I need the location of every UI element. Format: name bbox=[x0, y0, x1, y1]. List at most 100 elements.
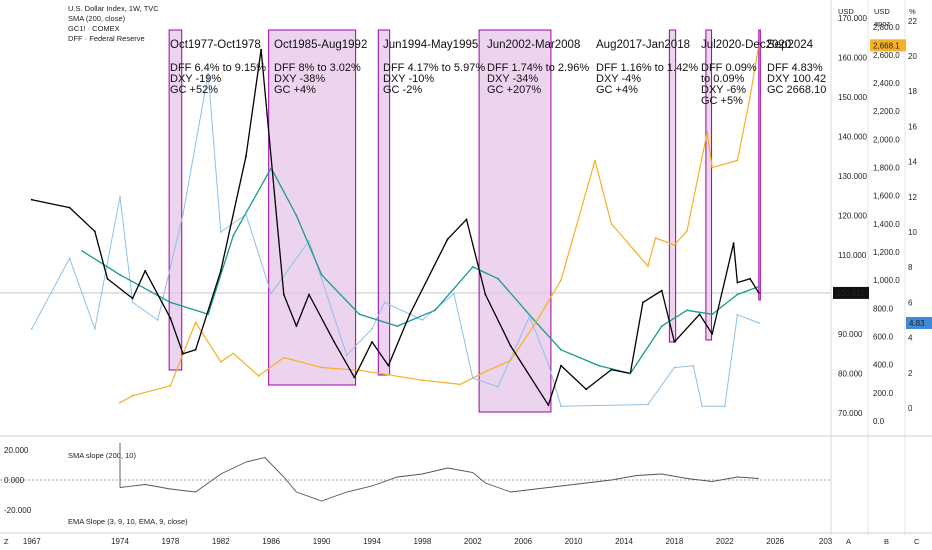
series-point bbox=[594, 159, 596, 162]
legend-line-gold: GC1! · COMEX bbox=[68, 24, 120, 33]
series-point bbox=[642, 301, 644, 304]
annotation-line: GC 2668.10 bbox=[767, 84, 826, 96]
series-point bbox=[144, 269, 147, 272]
annotation-line: GC -2% bbox=[383, 84, 422, 96]
series-point bbox=[497, 385, 499, 388]
legend-line-sma: SMA (200, close) bbox=[68, 14, 126, 23]
annotation-line: DXY -19% bbox=[170, 73, 221, 85]
legend: U.S. Dollar Index, 1W, TVC SMA (200, clo… bbox=[68, 4, 159, 44]
sub-chart-footer: EMA Slope (3, 9, 10, EMA, 9, close) bbox=[68, 517, 188, 526]
x-tick-label: 203 bbox=[819, 537, 833, 546]
series-point bbox=[131, 297, 134, 300]
dff-tick-label: 8 bbox=[908, 263, 913, 272]
series-point bbox=[30, 198, 33, 201]
annotation-title: Oct1985-Aug1992 bbox=[274, 39, 367, 51]
series-point bbox=[453, 292, 455, 295]
series-point bbox=[509, 344, 512, 347]
sub-chart-title: SMA slope (200, 10) bbox=[68, 451, 136, 460]
x-tick-label: 1990 bbox=[313, 537, 331, 546]
series-point bbox=[471, 265, 474, 268]
series-point bbox=[706, 131, 709, 134]
series-point bbox=[219, 269, 222, 272]
series-point bbox=[673, 244, 676, 246]
dxy-tick-label: 140.000 bbox=[838, 133, 867, 142]
series-point bbox=[396, 325, 399, 327]
series-point bbox=[701, 405, 704, 408]
axis-header-usd: USD bbox=[838, 7, 854, 16]
gold-tick-label: 600.0 bbox=[873, 333, 894, 342]
dff-tick-label: 2 bbox=[908, 369, 913, 378]
series-point bbox=[358, 369, 361, 372]
gold-tick-label: 200.0 bbox=[873, 389, 894, 398]
axis-header-percent: % bbox=[909, 7, 916, 16]
series-point bbox=[534, 321, 537, 324]
x-tick-label: 2006 bbox=[514, 537, 532, 546]
range-box bbox=[668, 29, 677, 343]
annotation-line: DFF 4.83% bbox=[767, 62, 823, 74]
dxy-tick-label: 70.000 bbox=[838, 409, 863, 418]
gold-last-badge-bg bbox=[870, 39, 906, 52]
annotation-line: DFF 0.09% bbox=[701, 62, 757, 74]
series-point bbox=[353, 376, 356, 379]
dxy-tick-label: 110.000 bbox=[838, 251, 867, 260]
annotation-line: DFF 6.4% to 9.15% bbox=[170, 62, 266, 74]
range-box bbox=[758, 29, 761, 301]
series-point bbox=[660, 325, 663, 327]
series-point bbox=[698, 313, 701, 316]
series-point bbox=[647, 403, 649, 406]
gold-last-badge: 2,668.1 bbox=[873, 41, 900, 50]
x-tick-label: 2018 bbox=[666, 537, 684, 546]
series-point bbox=[660, 289, 663, 292]
sma-line bbox=[81, 167, 760, 375]
x-tick-label: 1998 bbox=[414, 537, 432, 546]
dxy-tick-label: 80.000 bbox=[838, 370, 863, 379]
series-point bbox=[757, 292, 760, 294]
gold-tick-label: 0.0 bbox=[873, 417, 885, 426]
series-point bbox=[736, 313, 739, 316]
series-point bbox=[732, 242, 735, 245]
series-point bbox=[30, 327, 33, 330]
series-point bbox=[711, 333, 714, 335]
series-point bbox=[81, 250, 84, 252]
dff-tick-label: 16 bbox=[908, 122, 917, 131]
series-point bbox=[560, 364, 562, 367]
gold-tick-label: 2,800.0 bbox=[873, 23, 900, 32]
annotation-line: DXY -6% bbox=[701, 84, 746, 96]
series-point bbox=[686, 230, 688, 232]
dxy-tick-label: 170.000 bbox=[838, 14, 867, 23]
annotation-line: GC +207% bbox=[487, 84, 541, 96]
series-point bbox=[270, 167, 273, 170]
series-point bbox=[194, 321, 197, 324]
series-point bbox=[497, 277, 499, 280]
dxy-last-badge: 100.417 bbox=[836, 289, 865, 298]
legend-line-dff: DFF · Federal Reserve bbox=[68, 34, 145, 43]
dxy-tick-label: 160.000 bbox=[838, 54, 867, 63]
series-point bbox=[723, 405, 726, 408]
annotation-line: to 0.09% bbox=[701, 73, 745, 85]
gold-tick-label: 2,600.0 bbox=[873, 51, 900, 60]
annotation-title: Jun1994-May1995 bbox=[383, 39, 478, 51]
dff-tick-label: 12 bbox=[908, 193, 917, 202]
series-point bbox=[736, 293, 739, 296]
annotation-texts: Oct1977-Oct1978 DFF 6.4% to 9.15%DXY -19%… bbox=[170, 39, 826, 107]
sma-slope-line bbox=[119, 457, 759, 502]
series-point bbox=[131, 394, 134, 397]
series-point bbox=[106, 277, 109, 280]
series-point bbox=[282, 293, 285, 296]
series-point bbox=[182, 213, 184, 216]
annotation-line: GC +4% bbox=[274, 84, 316, 96]
series-point bbox=[547, 363, 550, 365]
series-point bbox=[484, 370, 487, 373]
sub-tick-label: 0.000 bbox=[4, 476, 25, 485]
gold-tick-label: 400.0 bbox=[873, 361, 894, 370]
series-point bbox=[749, 96, 751, 99]
series-point bbox=[333, 341, 336, 343]
series-point bbox=[169, 317, 172, 320]
x-tick-label: 2002 bbox=[464, 537, 482, 546]
sub-chart: SMA slope (200, 10) EMA Slope (3, 9, 10, … bbox=[0, 443, 831, 526]
series-point bbox=[345, 354, 348, 357]
x-tick-label: 2014 bbox=[615, 537, 633, 546]
series-point bbox=[207, 313, 210, 316]
